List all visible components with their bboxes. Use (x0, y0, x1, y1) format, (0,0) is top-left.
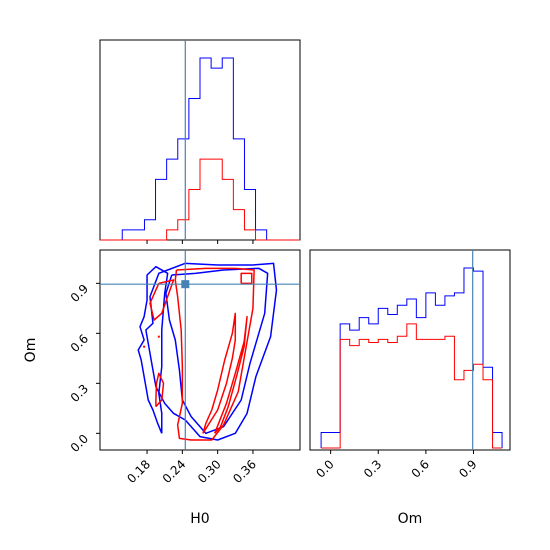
contour-x-tick-label: 0.30 (195, 457, 224, 486)
om-histogram-blue-step (320, 267, 503, 448)
om-histogram-x-tick-label: 0.0 (313, 457, 336, 480)
contour-red-level (174, 267, 255, 441)
om-histogram-x-tick-label: 0.3 (361, 457, 384, 480)
om-histogram-red-step (321, 323, 503, 449)
contour-red-level (149, 279, 175, 321)
contour-red-level (240, 272, 253, 285)
contour-y-tick-label: 0.9 (68, 282, 91, 305)
om-histogram-x-tick-label: 0.9 (456, 457, 479, 480)
contour-red-point (160, 395, 163, 398)
om-histogram-frame (309, 249, 511, 451)
contour-panel: 0.18 0.24 0.30 0.36 0.0 0.3 0.6 0.9 (68, 249, 301, 486)
contour-y-tick-label: 0.0 (68, 432, 91, 455)
contour-red-point (143, 345, 146, 348)
x-axis-label-om: Om (398, 511, 423, 527)
contour-red-point (157, 335, 160, 338)
h0-histogram-panel (99, 39, 301, 244)
contour-blue-level (137, 265, 169, 434)
contour-y-tick-label: 0.3 (68, 382, 91, 405)
h0-histogram-marks (100, 40, 300, 244)
contour-blue-level (145, 262, 278, 441)
h0-histogram-blue-step (100, 57, 300, 241)
contour-frame (99, 249, 301, 451)
contour-x-tick-label: 0.18 (124, 457, 153, 486)
contour-red-level (214, 315, 248, 434)
contour-red-level (202, 312, 237, 434)
truth-marker (181, 280, 190, 289)
om-histogram-x-tick-label: 0.6 (409, 457, 432, 480)
contour-x-tick-label: 0.24 (160, 457, 189, 486)
contour-red-level (155, 372, 165, 408)
h0-histogram-red-step (100, 158, 300, 241)
contour-y-tick-label: 0.6 (68, 332, 91, 355)
y-axis-label-om: Om (23, 338, 39, 363)
contour-x-tick-label: 0.36 (230, 457, 259, 486)
x-axis-label-h0: H0 (190, 511, 209, 527)
om-histogram-panel: 0.0 0.3 0.6 0.9 (309, 249, 511, 481)
